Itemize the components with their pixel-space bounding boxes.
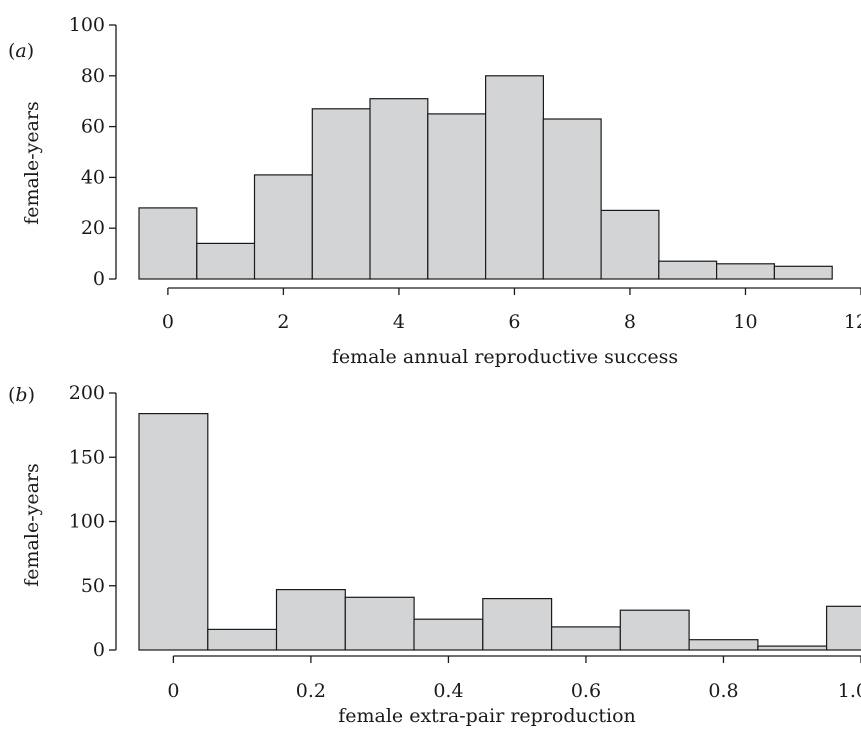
panel-a-x-tick-label: 4 <box>393 311 405 333</box>
panel-b-x-tick-label: 0 <box>167 680 179 702</box>
panel-b-bar <box>138 413 209 651</box>
panel-b-y-tick-label: 100 <box>69 511 105 533</box>
panel-a-bar <box>773 265 833 280</box>
panel-a-x-axis: 0 2 4 6 8 10 12 <box>162 287 861 333</box>
panel-a-y-tick-label: 80 <box>81 65 105 87</box>
panel-b-x-tick-label: 1.0 <box>838 680 861 702</box>
panel-a-x-tick-label: 12 <box>844 311 861 333</box>
panel-b-bar <box>825 605 861 651</box>
panel-a-letter: a <box>15 40 26 62</box>
panel-b-bar <box>688 639 759 651</box>
panel-a-bar <box>253 174 313 280</box>
panel-b-bar <box>413 618 484 651</box>
panel-a-histogram: (a) female-years female annual reproduct… <box>8 14 861 368</box>
panel-b-bars <box>138 413 861 651</box>
panel-a-bar <box>658 260 718 280</box>
panel-b-x-tick-label: 0.6 <box>571 680 601 702</box>
panel-a-y-tick-label: 100 <box>69 14 105 36</box>
panel-b-x-axis: 0 0.2 0.4 0.6 0.8 1.0 <box>167 655 861 702</box>
panel-a-x-tick-label: 8 <box>624 311 636 333</box>
panel-a-label: (a) <box>8 40 34 62</box>
panel-b-y-axis: 0 50 100 150 200 <box>69 382 117 661</box>
panel-b-label: (b) <box>8 384 35 406</box>
panel-b-y-tick-label: 0 <box>93 639 105 661</box>
panel-a-bar <box>196 242 256 280</box>
panel-b-y-tick-label: 200 <box>69 382 105 404</box>
panel-a-bar <box>311 108 371 280</box>
panel-a-bar <box>138 207 198 280</box>
panel-b-histogram: (b) female-years female extra-pair repro… <box>8 382 861 727</box>
panel-b-bar <box>344 596 415 651</box>
panel-a-x-tick-label: 0 <box>162 311 174 333</box>
panel-a-bar <box>715 263 775 280</box>
panel-a-bar <box>600 209 660 280</box>
panel-b-y-tick-label: 50 <box>81 575 105 597</box>
panel-a-x-axis-title: female annual reproductive success <box>332 346 678 368</box>
panel-a-bar <box>427 113 487 280</box>
panel-a-y-tick-label: 60 <box>81 116 105 138</box>
panel-b-y-tick-label: 150 <box>69 446 105 468</box>
panel-b-x-tick-label: 0.4 <box>433 680 463 702</box>
panel-b-bar <box>550 626 621 651</box>
panel-b-bar <box>757 645 828 651</box>
panel-b-x-axis-title: female extra-pair reproduction <box>338 705 636 727</box>
panel-b-letter: b <box>15 384 27 406</box>
panel-b-bar <box>482 597 553 651</box>
panel-a-bar <box>542 118 602 280</box>
panel-a-y-axis: 0 20 40 60 80 100 <box>69 14 117 290</box>
panel-a-bar <box>485 75 545 280</box>
panel-a-y-tick-label: 20 <box>81 217 105 239</box>
panel-b-bar <box>207 628 278 651</box>
panel-a-y-axis-title: female-years <box>21 101 43 225</box>
panel-b-x-tick-label: 0.8 <box>708 680 738 702</box>
panel-a-x-tick-label: 2 <box>277 311 289 333</box>
panel-a-x-tick-label: 6 <box>508 311 520 333</box>
panel-a-y-tick-label: 0 <box>93 268 105 290</box>
panel-b-y-axis-title: female-years <box>21 463 43 587</box>
panel-b-bar <box>275 588 346 651</box>
panel-a-bars <box>138 75 833 280</box>
panel-a-y-tick-label: 40 <box>81 166 105 188</box>
panel-b-x-tick-label: 0.2 <box>296 680 326 702</box>
panel-b-bar <box>619 609 690 651</box>
panel-a-bar <box>369 98 429 280</box>
panel-a-x-tick-label: 10 <box>733 311 757 333</box>
